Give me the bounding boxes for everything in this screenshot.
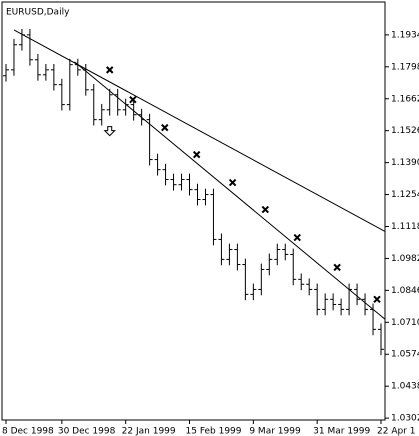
cross-marker xyxy=(161,123,169,132)
plot-frame xyxy=(1,1,386,421)
y-tick-label: 1.1526 xyxy=(391,126,419,136)
trendline xyxy=(74,61,386,320)
cross-marker xyxy=(373,295,381,304)
y-tick-label: 1.1254 xyxy=(391,190,419,200)
cross-marker xyxy=(106,66,114,74)
y-tick-label: 1.1662 xyxy=(391,94,419,104)
x-tick-label: 9 Mar 1999 xyxy=(249,427,301,436)
x-tick-label: 31 Mar 1999 xyxy=(313,427,370,436)
trendline xyxy=(13,29,386,232)
x-tick-label: 8 Dec 1998 xyxy=(2,427,54,436)
y-tick-label: 1.0302 xyxy=(391,414,419,424)
y-tick-label: 1.0710 xyxy=(391,318,419,328)
y-tick-label: 1.0846 xyxy=(391,286,419,296)
y-tick-label: 1.1118 xyxy=(391,222,419,232)
y-tick-label: 1.0982 xyxy=(391,254,419,264)
cross-marker xyxy=(333,263,341,272)
cross-marker xyxy=(261,205,270,214)
x-tick-label: 22 Jan 1999 xyxy=(122,427,176,436)
y-tick-label: 1.1390 xyxy=(391,158,419,168)
cross-marker xyxy=(192,150,201,159)
chart-title: EURUSD,Daily xyxy=(6,8,70,18)
y-tick-label: 1.0438 xyxy=(391,382,419,392)
x-tick-label: 22 Apr 1 xyxy=(377,427,415,436)
cross-marker xyxy=(129,95,137,104)
arrow-marker xyxy=(103,126,116,137)
x-tick-label: 30 Dec 1998 xyxy=(58,427,116,436)
y-tick-label: 1.1934 xyxy=(391,30,419,40)
y-tick-label: 1.1798 xyxy=(391,62,419,72)
cross-marker xyxy=(293,233,301,242)
y-tick-label: 1.0574 xyxy=(391,350,419,360)
cross-marker xyxy=(228,178,237,187)
x-tick-label: 15 Feb 1999 xyxy=(186,427,242,436)
